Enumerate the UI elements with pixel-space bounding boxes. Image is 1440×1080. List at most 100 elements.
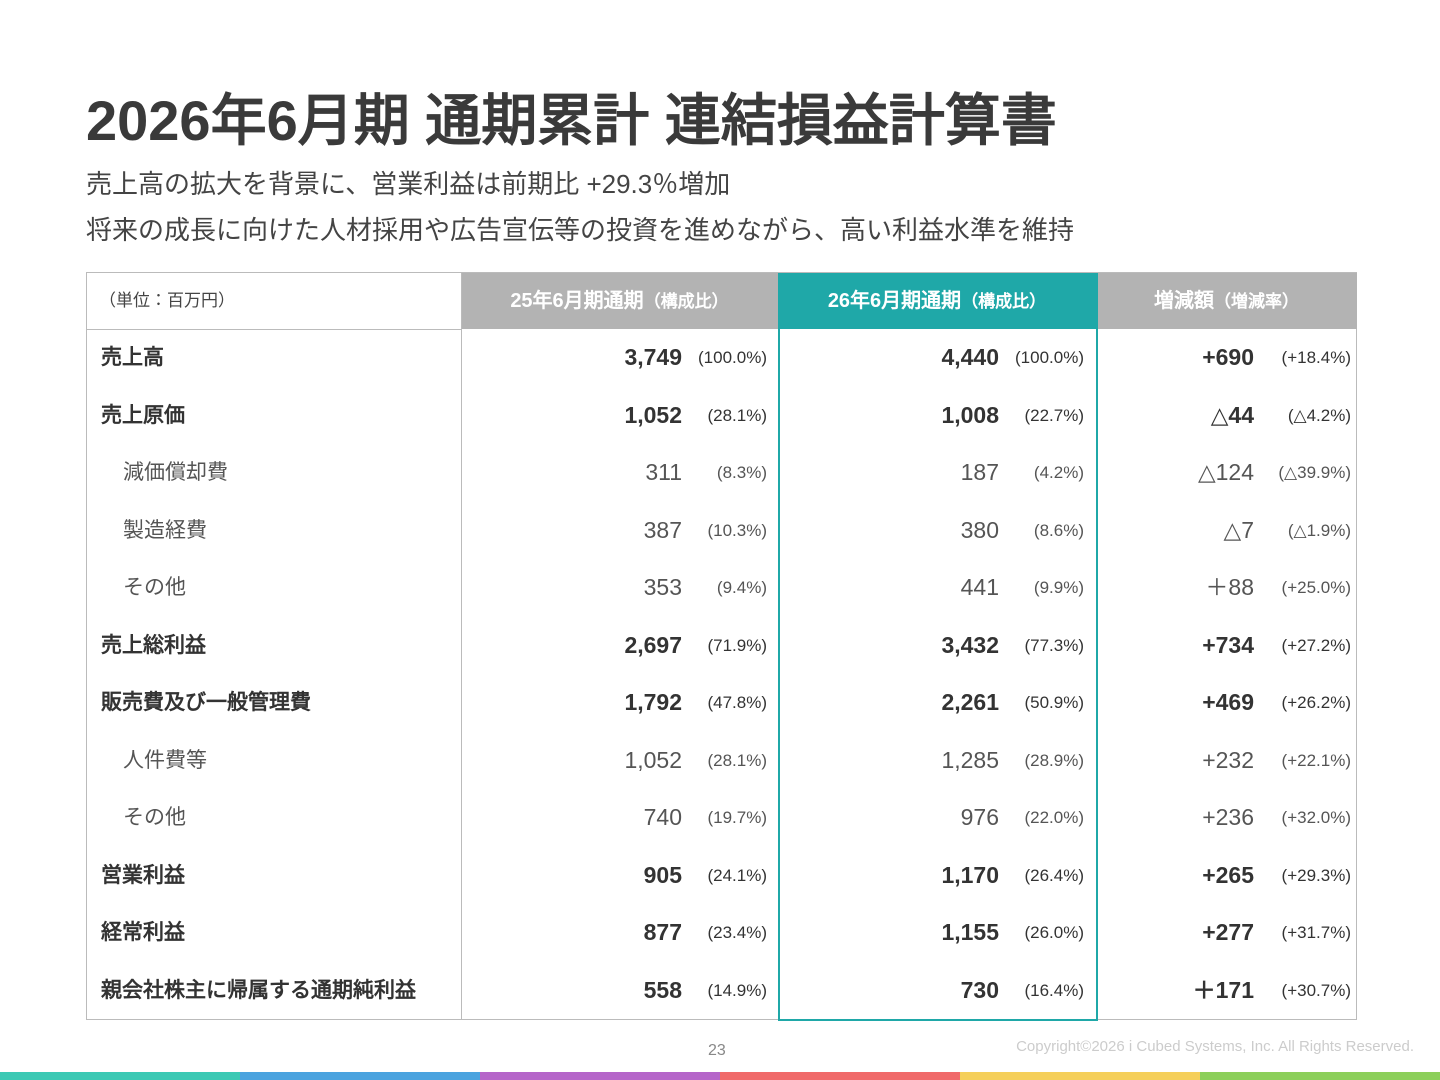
ratio: (9.9%)	[1033, 578, 1084, 597]
value: 4,440	[941, 344, 999, 370]
ratio: (+25.0%)	[1281, 578, 1351, 597]
ratio: (100.0%)	[698, 348, 767, 367]
value: 1,792	[624, 689, 682, 715]
ratio: (77.3%)	[1024, 635, 1084, 655]
ratio: (9.4%)	[716, 578, 767, 597]
ratio: (△39.9%)	[1278, 463, 1351, 482]
value: +232	[1202, 746, 1254, 773]
value: 877	[643, 919, 682, 945]
column-label: 増減額	[1154, 290, 1214, 312]
value: +690	[1202, 344, 1254, 370]
value: +734	[1202, 631, 1254, 658]
value: 1,285	[941, 746, 999, 773]
ratio: (22.7%)	[1024, 405, 1084, 425]
value: △7	[1223, 516, 1254, 543]
row-label: 売上原価	[101, 403, 185, 427]
row-label: 親会社株主に帰属する通期純利益	[101, 978, 416, 1002]
value: 2,261	[941, 689, 999, 715]
ratio: (+30.7%)	[1281, 980, 1351, 1000]
ratio: (+32.0%)	[1281, 808, 1351, 827]
column-header: 25年6月期通期（構成比）	[461, 273, 778, 329]
column-label: 25年6月期通期	[510, 290, 644, 312]
ratio: (19.7%)	[707, 808, 767, 827]
ratio: (+22.1%)	[1281, 750, 1351, 770]
ratio: (△4.2%)	[1287, 405, 1351, 425]
value: 558	[643, 976, 682, 1003]
value: 1,052	[624, 401, 682, 428]
ratio: (28.1%)	[707, 750, 767, 770]
value: 441	[960, 574, 999, 600]
ratio: (26.0%)	[1024, 923, 1084, 942]
value: +265	[1202, 861, 1254, 888]
copyright: Copyright©2026 i Cubed Systems, Inc. All…	[1016, 1038, 1414, 1055]
header-cell: （単位：百万円）	[99, 291, 235, 310]
ratio: (28.9%)	[1024, 750, 1084, 770]
value: 905	[643, 861, 682, 888]
value: 1,008	[941, 401, 999, 428]
ratio: (+29.3%)	[1281, 865, 1351, 885]
value: 187	[960, 459, 999, 485]
highlight-border	[778, 273, 1098, 1021]
column-header: 増減額（増減率）	[1096, 273, 1357, 329]
color-bar	[0, 1072, 1440, 1080]
value: 730	[960, 976, 999, 1003]
value: +236	[1202, 804, 1254, 830]
page-number: 23	[708, 1042, 726, 1059]
row-label: 販売費及び一般管理費	[101, 691, 311, 714]
ratio: (8.3%)	[716, 463, 767, 482]
row-label: その他	[123, 576, 186, 599]
column-sub: （増減率）	[1214, 292, 1299, 311]
value: △44	[1210, 401, 1254, 428]
ratio: (4.2%)	[1033, 463, 1084, 482]
ratio: (16.4%)	[1024, 980, 1084, 1000]
column-divider	[461, 273, 462, 1019]
ratio: (△1.9%)	[1287, 520, 1351, 540]
value: 1,155	[941, 919, 999, 945]
ratio: (10.3%)	[707, 520, 767, 540]
row-label: 経常利益	[101, 921, 185, 944]
column-label: 26年6月期通期	[827, 290, 962, 312]
row-label: 営業利益	[101, 863, 185, 887]
ratio: (+18.4%)	[1281, 348, 1351, 367]
subtitle: 売上高の拡大を背景に、営業利益は前期比 +29.3％増加	[86, 169, 731, 199]
value: 387	[643, 516, 682, 543]
ratio: (47.8%)	[707, 693, 767, 712]
ratio: (26.4%)	[1024, 865, 1084, 885]
row-label: 人件費等	[123, 748, 207, 772]
ratio: (100.0%)	[1015, 348, 1084, 367]
column-header: 26年6月期通期（構成比）	[778, 273, 1096, 329]
value: 976	[960, 804, 999, 830]
ratio: (+26.2%)	[1281, 693, 1351, 712]
value: ＋171	[1192, 976, 1254, 1003]
value: 3,432	[941, 631, 999, 658]
ratio: (8.6%)	[1033, 520, 1084, 540]
column-sub: （構成比）	[961, 292, 1047, 311]
ratio: (14.9%)	[707, 980, 767, 1000]
value: 380	[960, 516, 999, 543]
value: +277	[1202, 919, 1254, 945]
ratio: (28.1%)	[707, 405, 767, 425]
value: 740	[643, 804, 682, 830]
row-label: 売上総利益	[101, 633, 206, 657]
value: 2,697	[624, 631, 682, 658]
ratio: (+27.2%)	[1281, 635, 1351, 655]
value: ＋88	[1205, 574, 1254, 600]
value: 1,170	[941, 861, 999, 888]
value: 311	[645, 459, 682, 485]
row-label: 売上高	[101, 346, 164, 369]
value: 3,749	[624, 344, 682, 370]
value: 1,052	[624, 746, 682, 773]
title: 2026年6月期 通期累計 連結損益計算書	[86, 89, 1057, 152]
ratio: (24.1%)	[707, 865, 767, 885]
ratio: (71.9%)	[707, 635, 767, 655]
value: △124	[1197, 459, 1254, 485]
ratio: (50.9%)	[1024, 693, 1084, 712]
ratio: (23.4%)	[707, 923, 767, 942]
table: （単位：百万円） 25年6月期通期（構成比） 26年6月期通期（構成比） 増減額（増減…	[86, 272, 1357, 1021]
column-sub: （構成比）	[643, 292, 729, 311]
subtitle: 将来の成長に向けた人材採用や広告宣伝等の投資を進めながら、高い利益水準を維持	[86, 215, 1075, 245]
row-label: 減価償却費	[123, 461, 228, 484]
value: 353	[643, 574, 682, 600]
header-line	[87, 329, 461, 330]
